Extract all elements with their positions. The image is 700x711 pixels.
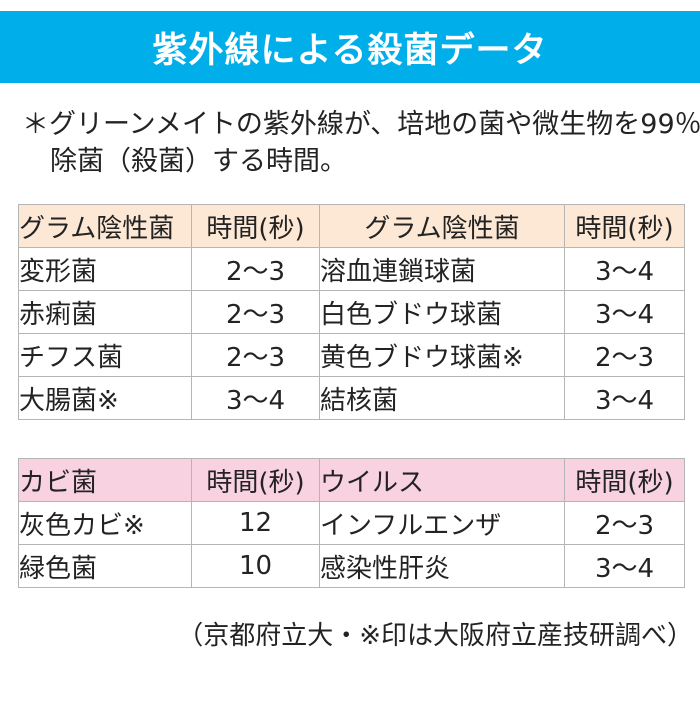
time-value-cell: 10 — [191, 544, 320, 588]
bacterium-name-cell: 大腸菌※ — [18, 376, 192, 420]
intro-note: ＊グリーンメイトの紫外線が、培地の菌や微生物を99％ 除菌（殺菌）する時間。 — [22, 106, 700, 180]
page-title: 紫外線による殺菌データ — [152, 30, 548, 71]
bacterium-name-cell: チフス菌 — [18, 333, 192, 377]
header-row: グラム陰性菌 時間(秒) グラム陰性菌 時間(秒) — [18, 204, 685, 248]
table-row: チフス菌 2〜3 黄色ブドウ球菌※ 2〜3 — [18, 333, 685, 377]
organism-name-cell: 灰色カビ※ — [18, 501, 192, 545]
bacterium-name-cell: 結核菌 — [319, 376, 565, 420]
bacterium-name-cell: 変形菌 — [18, 247, 192, 291]
table-row: 灰色カビ※ 12 インフルエンザ 2〜3 — [18, 501, 685, 545]
header-row: カビ菌 時間(秒) ウイルス 時間(秒) — [18, 458, 685, 502]
organism-name-cell: インフルエンザ — [319, 501, 565, 545]
table-row: 大腸菌※ 3〜4 結核菌 3〜4 — [18, 376, 685, 420]
intro-note-line2: 除菌（殺菌）する時間。 — [50, 146, 347, 177]
organism-name-cell: 緑色菌 — [18, 544, 192, 588]
table-row: 赤痢菌 2〜3 白色ブドウ球菌 3〜4 — [18, 290, 685, 334]
time-value-cell: 2〜3 — [191, 290, 320, 334]
table-row: 緑色菌 10 感染性肝炎 3〜4 — [18, 544, 685, 588]
time-value-cell: 3〜4 — [564, 290, 685, 334]
column-header-bacteria-1: グラム陰性菌 — [18, 204, 192, 248]
time-value-cell: 3〜4 — [191, 376, 320, 420]
time-value-cell: 3〜4 — [564, 247, 685, 291]
mold-virus-table: カビ菌 時間(秒) ウイルス 時間(秒) 灰色カビ※ 12 インフルエンザ 2〜… — [18, 458, 685, 588]
bacterium-name-cell: 赤痢菌 — [18, 290, 192, 334]
bacterium-name-cell: 黄色ブドウ球菌※ — [319, 333, 565, 377]
column-header-mold: カビ菌 — [18, 458, 192, 502]
source-credit-note: （京都府立大・※印は大阪府立産技研調べ） — [177, 621, 693, 651]
column-header-time-2: 時間(秒) — [564, 458, 685, 502]
table-row: 変形菌 2〜3 溶血連鎖球菌 3〜4 — [18, 247, 685, 291]
column-header-bacteria-2: グラム陰性菌 — [319, 204, 565, 248]
time-value-cell: 12 — [191, 501, 320, 545]
bacterium-name-cell: 白色ブドウ球菌 — [319, 290, 565, 334]
gram-negative-bacteria-table: グラム陰性菌 時間(秒) グラム陰性菌 時間(秒) 変形菌 2〜3 溶血連鎖球菌… — [18, 204, 685, 420]
column-header-time-2: 時間(秒) — [564, 204, 685, 248]
title-banner: 紫外線による殺菌データ — [0, 11, 700, 83]
organism-name-cell: 感染性肝炎 — [319, 544, 565, 588]
intro-note-line1: ＊グリーンメイトの紫外線が、培地の菌や微生物を99％ — [22, 109, 700, 140]
time-value-cell: 3〜4 — [564, 544, 685, 588]
bacterium-name-cell: 溶血連鎖球菌 — [319, 247, 565, 291]
time-value-cell: 3〜4 — [564, 376, 685, 420]
column-header-virus: ウイルス — [319, 458, 565, 502]
column-header-time-1: 時間(秒) — [191, 458, 320, 502]
time-value-cell: 2〜3 — [191, 333, 320, 377]
time-value-cell: 2〜3 — [564, 501, 685, 545]
time-value-cell: 2〜3 — [564, 333, 685, 377]
time-value-cell: 2〜3 — [191, 247, 320, 291]
column-header-time-1: 時間(秒) — [191, 204, 320, 248]
